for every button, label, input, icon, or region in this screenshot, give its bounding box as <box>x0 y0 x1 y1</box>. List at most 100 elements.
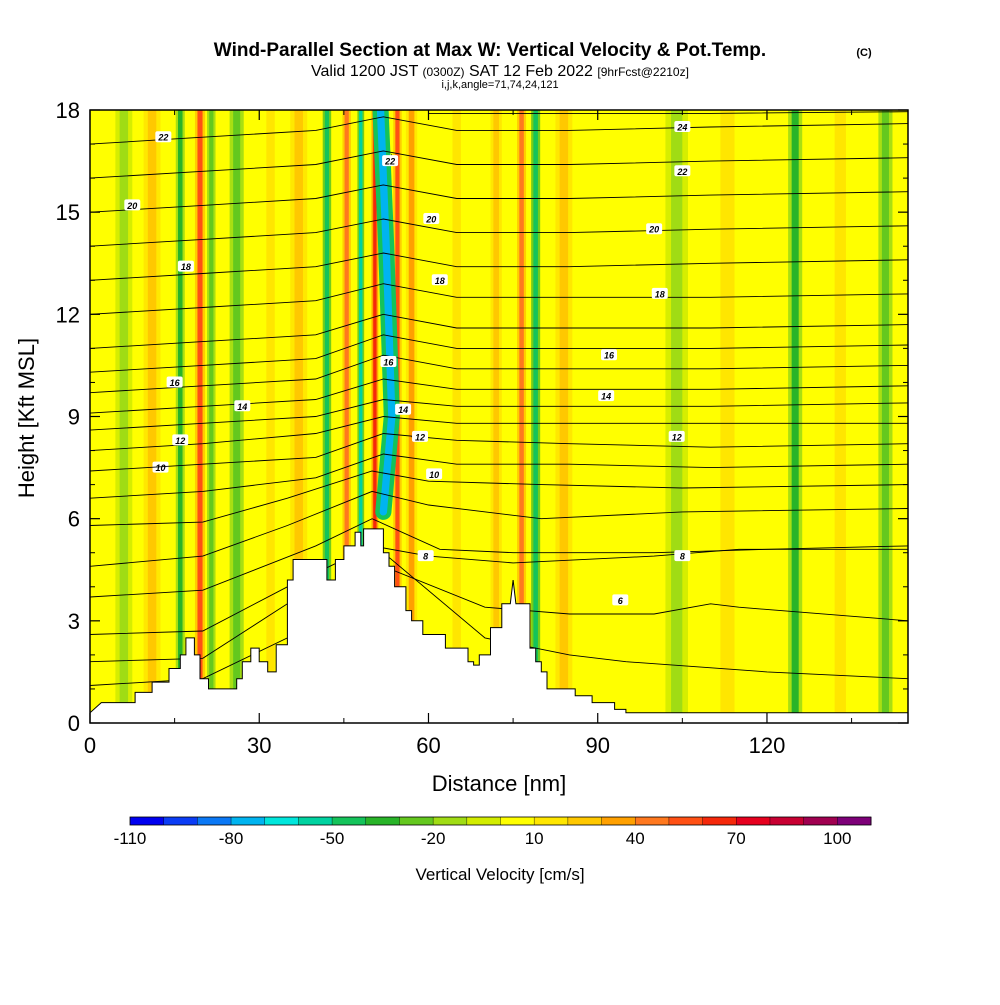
isentrope-label-text: 6 <box>618 596 624 606</box>
isentrope-label-bg <box>674 550 691 562</box>
chart-title: Wind-Parallel Section at Max W: Vertical… <box>214 40 766 61</box>
colorbar-swatch <box>567 817 603 825</box>
y-tick-label: 12 <box>56 302 80 327</box>
colorbar-tick-label: -20 <box>421 829 446 848</box>
isentrope-label-text: 20 <box>648 225 659 235</box>
colorbar-swatch <box>769 817 805 825</box>
isentrope-label-bg <box>431 274 448 286</box>
colorbar-swatch <box>500 817 535 825</box>
isentrope-label: 20 <box>423 212 440 224</box>
terrain <box>89 528 909 724</box>
colorbar-swatch <box>433 817 468 825</box>
isentrope-line <box>90 354 908 394</box>
isentrope-label-bg <box>426 468 443 480</box>
isentrope-label-text: 22 <box>384 157 395 167</box>
isentrope-label-text: 14 <box>398 405 408 415</box>
isentrope-label-bg <box>651 287 668 299</box>
isentrope-label-bg <box>177 260 194 272</box>
isentrope-line <box>90 150 908 179</box>
isentrope-label-text: 14 <box>237 402 247 412</box>
x-tick-label: 60 <box>416 733 440 758</box>
colorbar-tick-label: -110 <box>114 829 147 848</box>
colorbar-tick-label: -50 <box>320 829 345 848</box>
isentrope-line <box>90 552 908 686</box>
isentrope-line <box>90 334 908 373</box>
isentrope-label-bg <box>423 212 440 224</box>
velocity-column-core <box>294 110 303 723</box>
isentrope-label: 10 <box>426 468 443 480</box>
isentrope-label: 14 <box>598 390 615 402</box>
velocity-column-core <box>720 110 735 723</box>
isentrope-label: 24 <box>674 121 691 133</box>
y-tick-label: 0 <box>68 711 80 736</box>
isentrope-line <box>90 453 908 499</box>
isentrope-label-text: 18 <box>435 276 445 286</box>
y-tick-label: 9 <box>68 405 80 430</box>
colorbar-tick-label: -80 <box>219 829 244 848</box>
isentrope-label: 20 <box>124 199 141 211</box>
isentrope-label-bg <box>395 403 412 415</box>
subtitle-valid: Valid 1200 JST <box>311 63 419 80</box>
velocity-column-core <box>359 110 363 723</box>
isentrope-label: 22 <box>155 131 172 143</box>
colorbar-swatch <box>163 817 198 825</box>
isentrope-label-text: 16 <box>383 358 394 368</box>
x-tick-label: 120 <box>749 733 786 758</box>
isentrope-label-bg <box>172 434 189 446</box>
isentrope-label-text: 10 <box>156 463 166 473</box>
colorbar-swatch <box>399 817 434 825</box>
colorbar-swatch <box>365 817 400 825</box>
velocity-column-core <box>373 110 377 723</box>
isentrope-label: 8 <box>417 550 434 562</box>
axes: 0 30 60 90 120 0 3 6 9 12 15 18 <box>56 98 908 758</box>
velocity-column-core <box>344 110 349 723</box>
isentrope-label: 16 <box>601 349 618 361</box>
colorbar-swatch <box>668 817 704 825</box>
isentrope-label-text: 16 <box>170 378 181 388</box>
isentrope-label-text: 16 <box>604 351 615 361</box>
isentrope-label-bg <box>412 430 429 442</box>
isentrope-label-text: 24 <box>676 123 687 133</box>
colorbar-swatch <box>298 817 333 825</box>
colorbar-swatch <box>736 817 771 825</box>
velocity-column-core <box>493 110 499 723</box>
isentrope-line <box>90 184 908 213</box>
velocity-column-core <box>671 110 683 723</box>
isentrope-label-text: 22 <box>676 167 687 177</box>
isentrope-label-bg <box>674 121 691 133</box>
subtitle-utc: (0300Z) <box>423 65 465 79</box>
isentrope-label-text: 22 <box>157 133 168 143</box>
y-axis-label: Height [Kft MSL] <box>14 338 39 498</box>
colorbar-swatch <box>332 817 367 825</box>
isentrope-label: 14 <box>395 403 412 415</box>
velocity-column-core <box>559 110 569 723</box>
isentrope-label: 18 <box>177 260 194 272</box>
velocity-column-core <box>324 110 330 723</box>
subtitle-fcst: [9hrFcst@2210z] <box>597 65 689 79</box>
x-axis-label: Distance [nm] <box>432 771 567 796</box>
isentrope-label-text: 8 <box>423 552 428 562</box>
isentrope-label-text: 12 <box>415 432 425 442</box>
isentrope-label-text: 12 <box>672 432 682 442</box>
updraft-core <box>376 110 396 516</box>
velocity-column-core <box>408 110 415 723</box>
isentrope-line <box>90 252 908 281</box>
isentrope-label-bg <box>417 550 434 562</box>
colorbar-swatch <box>231 817 266 825</box>
isentrope-label-bg <box>380 356 397 368</box>
y-tick-label: 18 <box>56 98 80 123</box>
colorbar-swatch <box>264 817 299 825</box>
isentrope-label: 20 <box>646 223 663 235</box>
colorbar-label: Vertical Velocity [cm/s] <box>415 865 584 884</box>
isentrope-label-bg <box>668 430 685 442</box>
colorbar-tick-label: 100 <box>823 829 851 848</box>
colorbar-swatch <box>601 817 636 825</box>
isentrope-line <box>90 399 908 431</box>
colorbar-tick-label: 10 <box>525 829 544 848</box>
y-tick-label: 15 <box>56 200 80 225</box>
isentrope-label: 12 <box>172 434 189 446</box>
velocity-field <box>90 110 908 723</box>
y-tick-label: 3 <box>68 609 80 634</box>
